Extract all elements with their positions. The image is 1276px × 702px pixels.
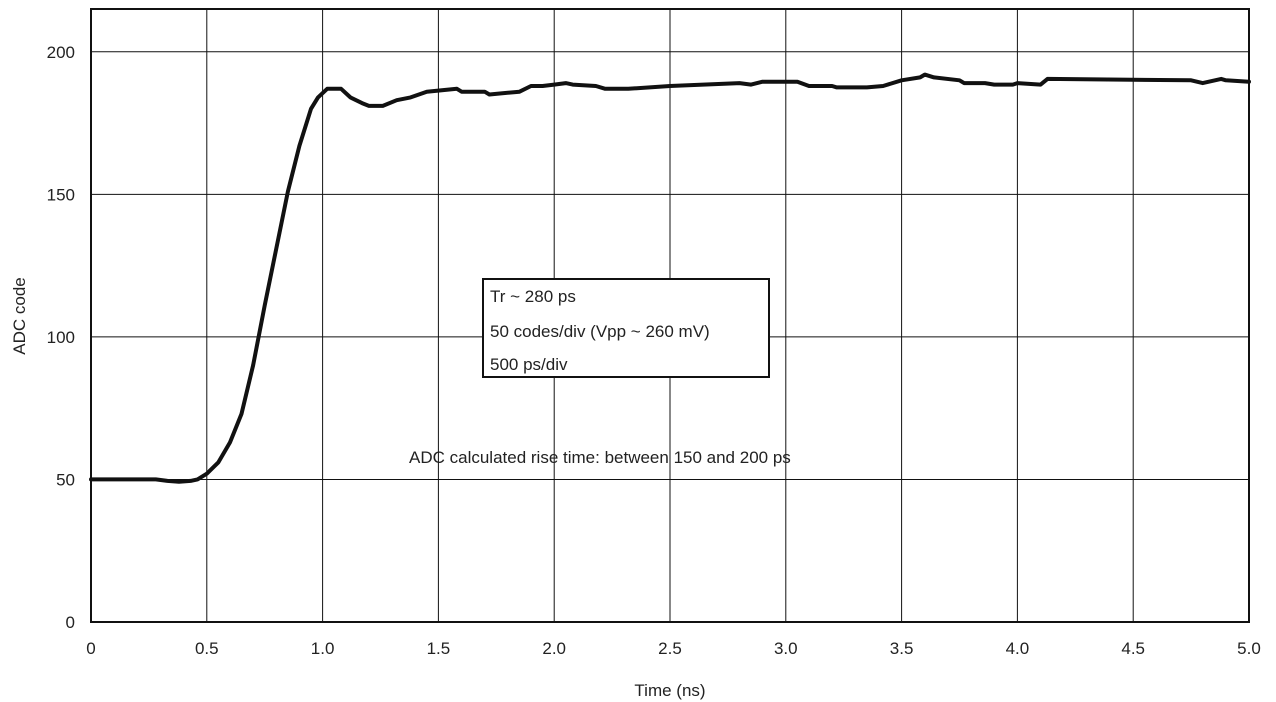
data-line <box>89 72 1251 484</box>
x-tick-label: 0.5 <box>195 639 219 658</box>
x-tick-label: 3.5 <box>890 639 914 658</box>
y-tick-label: 50 <box>56 470 75 489</box>
y-tick-labels: 0 50 100 150 200 <box>47 43 75 632</box>
x-tick-label: 2.0 <box>542 639 566 658</box>
x-tick-labels: 0 0.5 1.0 1.5 2.0 2.5 3.0 3.5 4.0 4.5 5.0 <box>86 639 1261 658</box>
x-tick-label: 1.0 <box>311 639 335 658</box>
annotation-box-frame <box>482 278 770 378</box>
x-tick-label: 2.5 <box>658 639 682 658</box>
annotation-line-2: 50 codes/div (Vpp ~ 260 mV) <box>490 322 710 341</box>
x-axis-label: Time (ns) <box>634 681 705 700</box>
x-tick-label: 0 <box>86 639 95 658</box>
y-tick-label: 0 <box>66 613 75 632</box>
annotation-box: Tr ~ 280 ps 50 codes/div (Vpp ~ 260 mV) … <box>482 278 770 378</box>
annotation-line-3: 500 ps/div <box>490 355 568 374</box>
y-tick-label: 150 <box>47 185 75 204</box>
plot-frame <box>90 8 1250 623</box>
x-tick-label: 4.0 <box>1006 639 1030 658</box>
x-tick-label: 4.5 <box>1121 639 1145 658</box>
y-axis-label: ADC code <box>10 277 29 354</box>
x-tick-label: 1.5 <box>427 639 451 658</box>
annotation-line-1: Tr ~ 280 ps <box>490 287 576 306</box>
x-tick-label: 3.0 <box>774 639 798 658</box>
y-tick-label: 200 <box>47 43 75 62</box>
y-tick-label: 100 <box>47 328 75 347</box>
rise-time-annotation: ADC calculated rise time: between 150 an… <box>409 448 791 467</box>
x-tick-label: 5.0 <box>1237 639 1261 658</box>
